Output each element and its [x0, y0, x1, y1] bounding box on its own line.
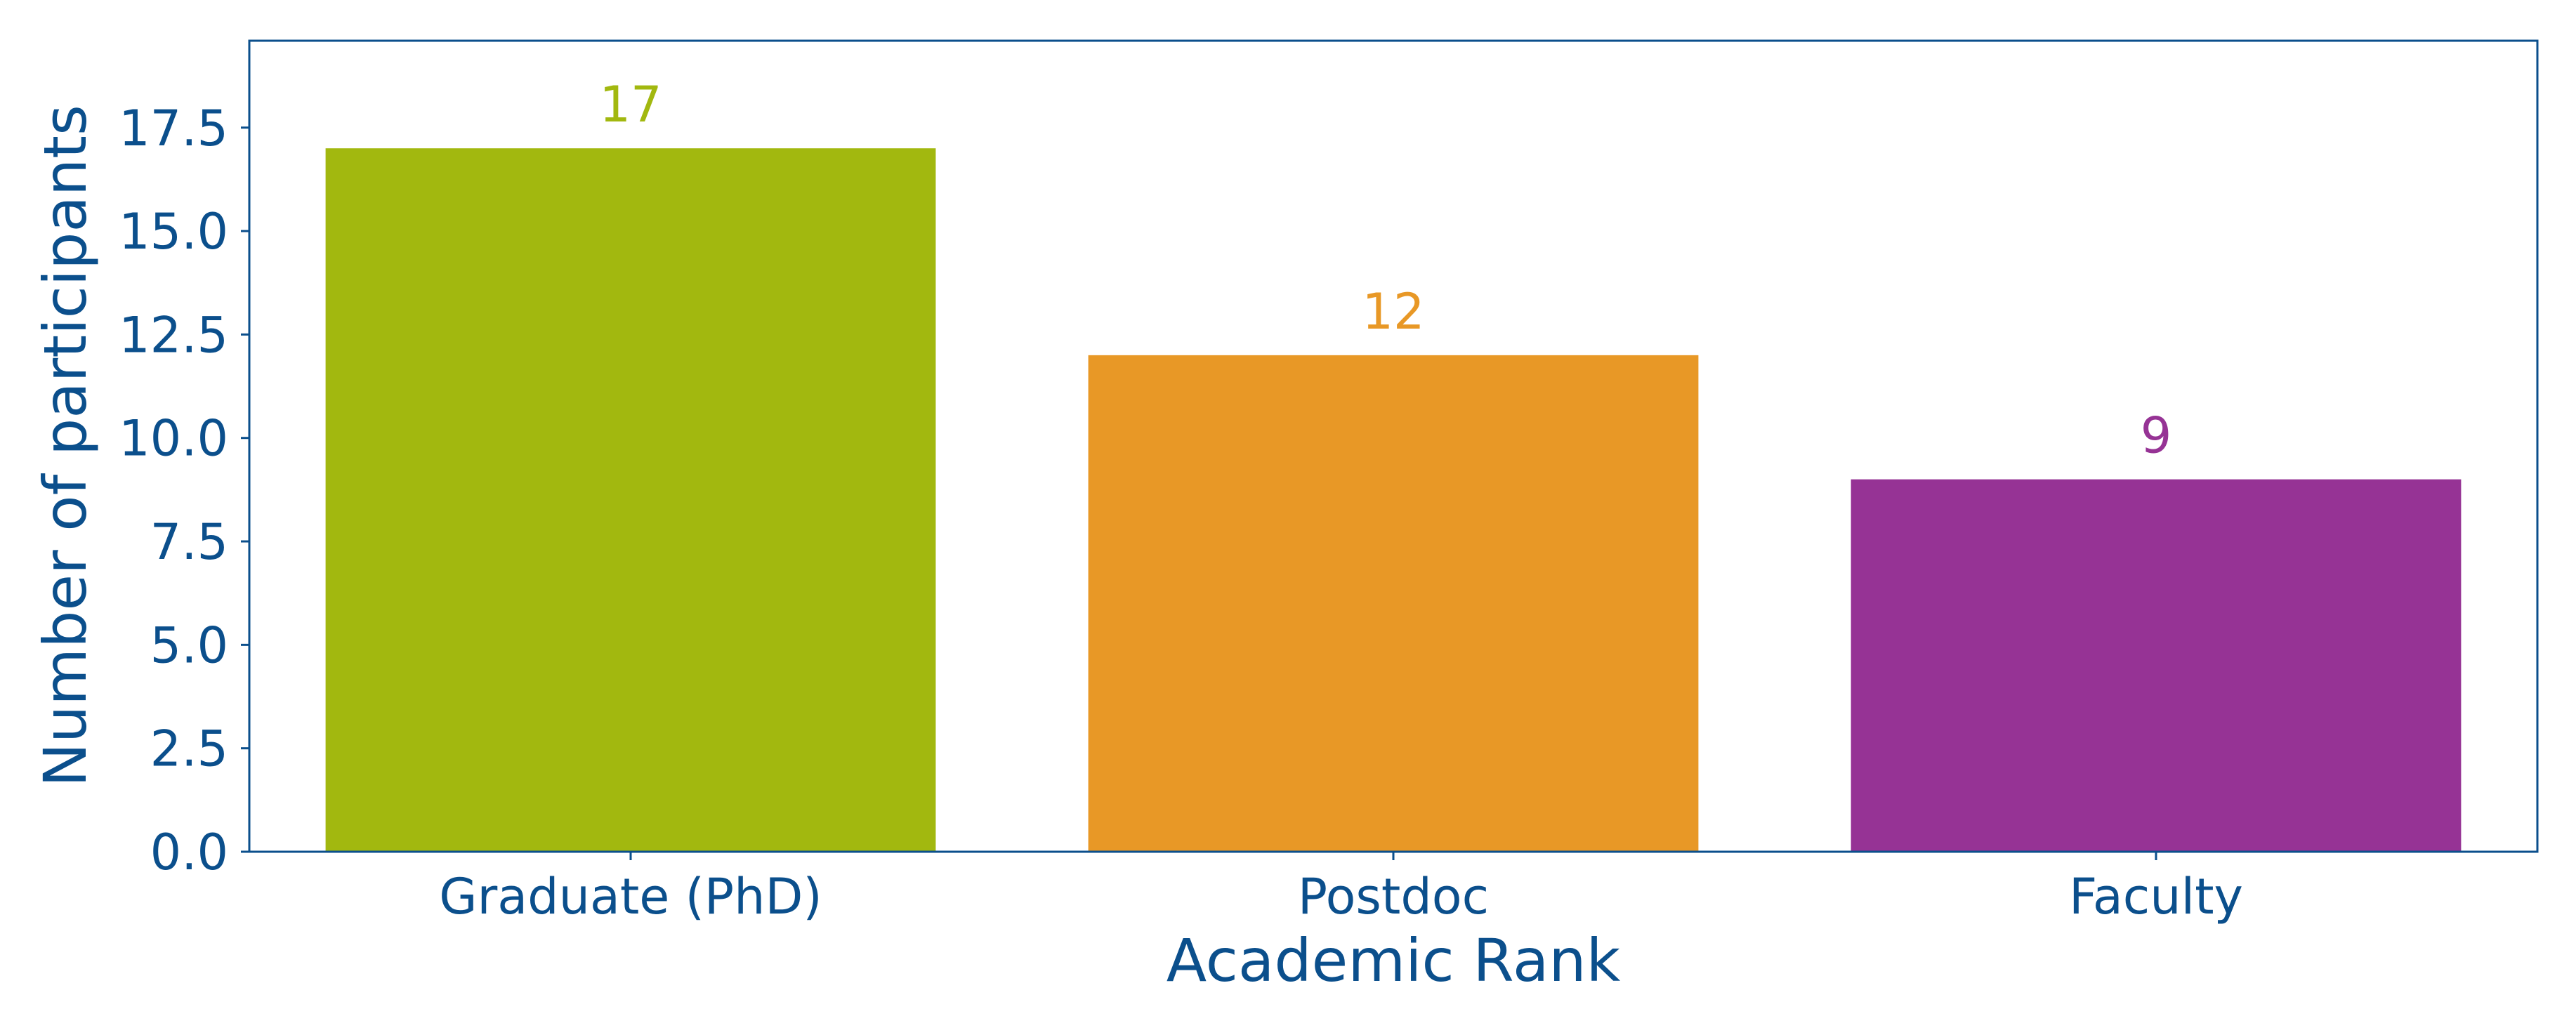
x-ticks-layer: Graduate (PhD) Postdoc Faculty — [439, 852, 2243, 925]
bars-layer — [325, 148, 2462, 852]
y-tick-label: 10.0 — [119, 410, 228, 468]
y-axis-title: Number of participants — [31, 105, 100, 787]
y-tick-label: 5.0 — [150, 617, 228, 674]
y-tick-label: 0.0 — [150, 824, 228, 881]
x-tick-label: Postdoc — [1298, 868, 1489, 925]
x-axis-title: Academic Rank — [1167, 926, 1621, 995]
plot-frame — [248, 39, 2539, 853]
y-tick-label: 17.5 — [119, 100, 228, 157]
bar-0 — [325, 148, 936, 852]
x-tick-label: Graduate (PhD) — [439, 868, 822, 925]
y-tick-label: 15.0 — [119, 203, 228, 261]
bar-value-label: 12 — [1362, 283, 1424, 341]
y-tick-label: 7.5 — [150, 513, 228, 571]
y-ticks-layer: 0.0 2.5 5.0 7.5 10.0 12.5 15.0 17.5 — [119, 100, 249, 881]
bar-2 — [1851, 479, 2462, 852]
bar-1 — [1088, 355, 1699, 852]
bar-value-label: 17 — [599, 76, 662, 133]
y-tick-label: 2.5 — [150, 720, 228, 778]
x-tick-label: Faculty — [2069, 868, 2243, 925]
data-labels-layer: 17 12 9 — [599, 76, 2171, 464]
bar-value-label: 9 — [2141, 407, 2172, 465]
y-tick-label: 12.5 — [119, 306, 228, 364]
